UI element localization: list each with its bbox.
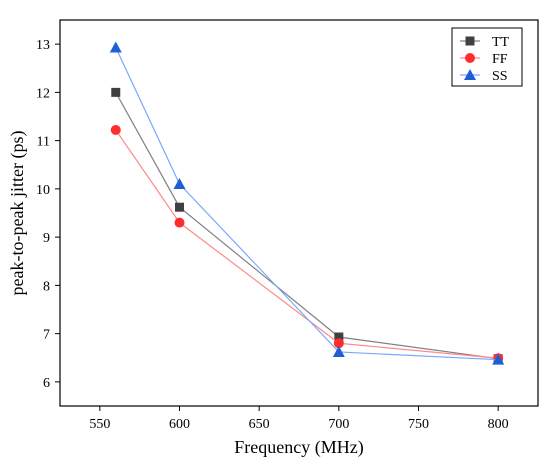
x-tick-label-800: 800 bbox=[488, 417, 509, 432]
x-tick-label-650: 650 bbox=[249, 417, 270, 432]
data-point-tt-700 bbox=[334, 332, 344, 342]
x-tick-label-750: 750 bbox=[408, 417, 429, 432]
series-ss bbox=[109, 41, 505, 365]
plot-frame bbox=[59, 19, 539, 407]
series-line-ff bbox=[115, 129, 499, 359]
data-point-ss-560 bbox=[109, 41, 122, 53]
y-tick-label-6: 6 bbox=[43, 376, 50, 391]
legend: TT FF SS bbox=[451, 27, 523, 87]
y-tick-label-9: 9 bbox=[43, 231, 50, 246]
plot-border bbox=[59, 19, 539, 407]
legend-marker-ss bbox=[464, 69, 476, 80]
legend-label-tt: TT bbox=[492, 35, 510, 50]
x-tick-label-700: 700 bbox=[328, 417, 349, 432]
y-axis-label: peak-to-peak jitter (ps) bbox=[7, 131, 28, 296]
data-point-ff-700 bbox=[333, 338, 344, 349]
y-tick-label-7: 7 bbox=[43, 328, 50, 343]
series-line-tt bbox=[115, 92, 499, 360]
legend-item-ss: SS bbox=[460, 69, 508, 84]
data-point-ss-700 bbox=[332, 345, 345, 357]
legend-label-ss: SS bbox=[492, 69, 508, 84]
x-tick-label-600: 600 bbox=[169, 417, 190, 432]
data-point-tt-600 bbox=[175, 202, 184, 212]
legend-item-ff: FF bbox=[460, 52, 508, 67]
data-point-ss-600 bbox=[173, 178, 186, 190]
legend-label-ff: FF bbox=[492, 52, 508, 67]
legend-box bbox=[451, 27, 523, 87]
x-axis: 550 600 650 700 750 800 bbox=[89, 406, 509, 432]
legend-item-tt: TT bbox=[460, 35, 510, 50]
y-tick-label-10: 10 bbox=[36, 183, 50, 198]
series-layer bbox=[109, 41, 505, 365]
x-tick-label-550: 550 bbox=[89, 417, 110, 432]
legend-marker-tt bbox=[465, 36, 475, 46]
legend-marker-ff bbox=[465, 53, 475, 63]
x-axis-label: Frequency (MHz) bbox=[234, 437, 363, 458]
data-point-ss-800 bbox=[492, 353, 505, 365]
data-point-ff-600 bbox=[174, 217, 185, 228]
data-point-ff-560 bbox=[110, 125, 121, 136]
data-point-tt-560 bbox=[111, 87, 121, 97]
series-line-ss bbox=[115, 47, 499, 361]
y-tick-label-8: 8 bbox=[43, 279, 50, 294]
y-tick-label-12: 12 bbox=[36, 86, 50, 101]
y-tick-label-11: 11 bbox=[37, 135, 50, 150]
y-tick-label-13: 13 bbox=[36, 38, 50, 53]
y-axis: 6 7 8 9 10 11 12 13 bbox=[36, 38, 60, 391]
